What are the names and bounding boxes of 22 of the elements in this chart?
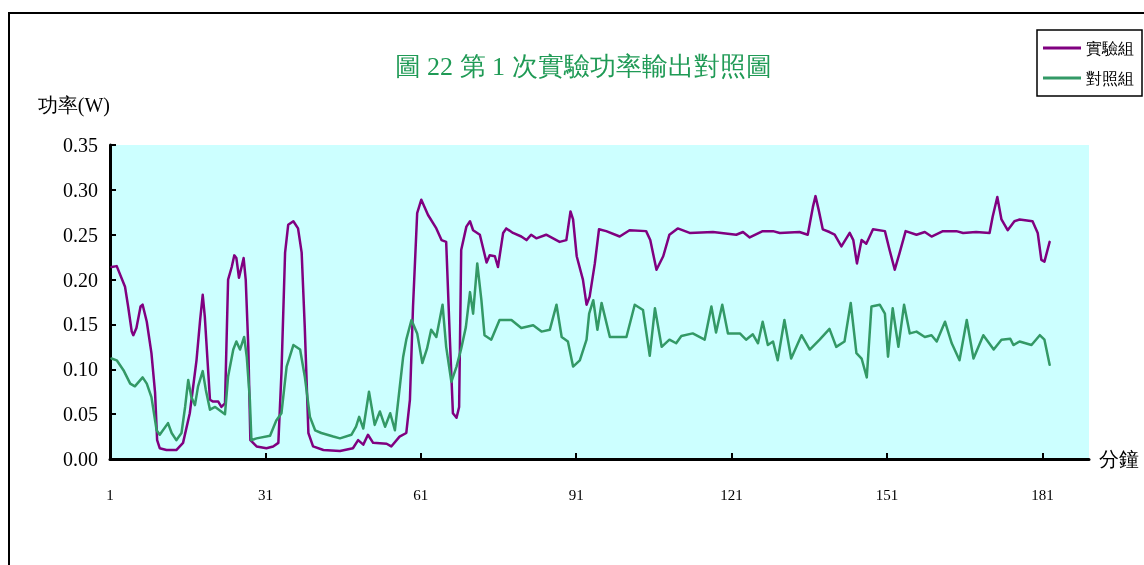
y-tick-label: 0.35	[63, 134, 98, 156]
y-tick-label: 0.10	[63, 358, 98, 381]
y-tick-label: 0.00	[63, 448, 98, 470]
x-tick-label: 121	[720, 486, 743, 503]
x-tick-label: 91	[568, 486, 584, 503]
y-tick-label: 0.30	[63, 178, 98, 201]
y-tick-label: 0.25	[63, 223, 98, 246]
legend-label: 實驗組	[1086, 39, 1134, 57]
x-tick-label: 151	[875, 486, 899, 503]
y-axis-title: 功率(W)	[37, 94, 110, 117]
line-series	[110, 194, 1051, 453]
y-tick-label: 0.05	[63, 403, 98, 426]
x-tick-label: 31	[257, 486, 273, 503]
chart-title: 圖 22 第 1 次實驗功率輸出對照圖	[394, 51, 772, 81]
legend-label: 對照組	[1086, 69, 1134, 87]
line-series	[110, 262, 1051, 442]
x-tick-label: 181	[1031, 486, 1054, 503]
y-tick-label: 0.15	[63, 313, 98, 336]
x-tick-label: 61	[413, 486, 429, 503]
x-axis-title: 分鐘	[1099, 448, 1139, 470]
y-tick-label: 0.20	[63, 268, 98, 291]
x-tick-label: 1	[106, 486, 114, 503]
